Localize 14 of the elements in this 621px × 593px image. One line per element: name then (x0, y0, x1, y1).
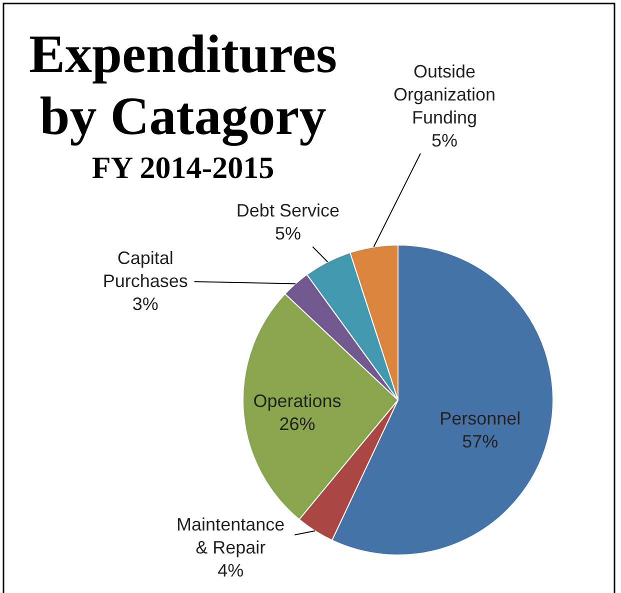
slice-label: Capital Purchases (102, 248, 188, 291)
data-label: 26% (279, 414, 316, 434)
slice-label: Personnel (440, 408, 521, 428)
text: FY 2014-2015 (92, 150, 274, 185)
slice-label: Operations (253, 391, 342, 412)
slice-label: Outside Organization Funding (393, 61, 496, 128)
data-label: 5% (431, 130, 458, 150)
data-label: 5% (274, 224, 301, 244)
chart-title: Expenditures by Catagory (28, 24, 338, 146)
slice-label: Maintentance & Repair (176, 514, 285, 558)
slice-label: Debt Service (236, 200, 340, 221)
data-label: 4% (218, 560, 244, 581)
data-label: 3% (132, 294, 158, 314)
data-label: 57% (462, 431, 498, 452)
